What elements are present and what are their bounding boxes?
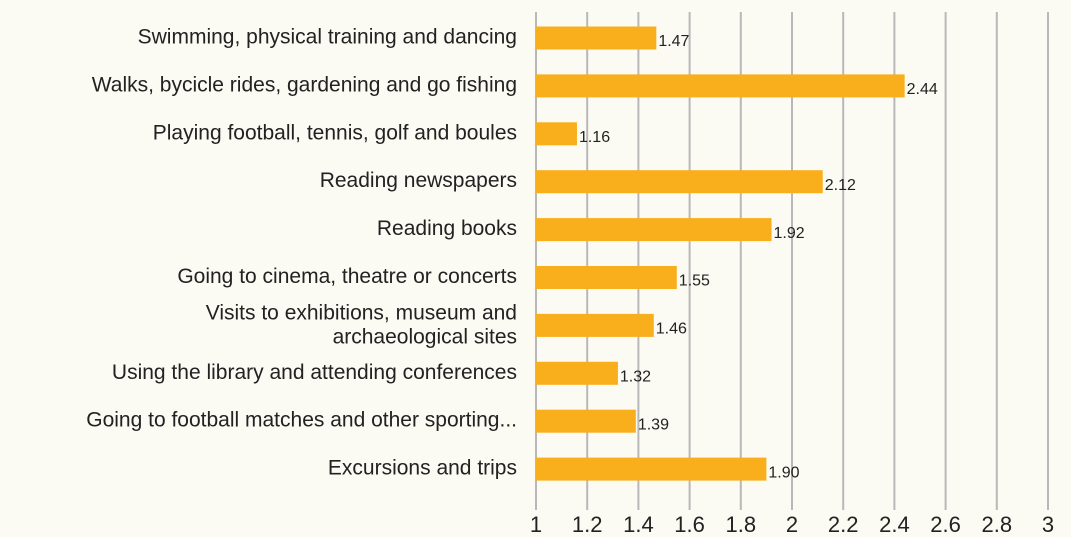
bar <box>536 170 823 194</box>
data-label: 1.90 <box>768 464 799 481</box>
x-tick-label: 2.6 <box>930 512 961 537</box>
data-label: 1.39 <box>638 416 669 433</box>
data-label: 1.32 <box>620 369 651 386</box>
x-tick-label: 2.4 <box>879 512 910 537</box>
x-tick-label: 1 <box>530 512 542 537</box>
bar <box>536 409 636 433</box>
x-tick-label: 1.8 <box>726 512 757 537</box>
data-label: 2.12 <box>825 177 856 194</box>
x-tick-label: 1.2 <box>572 512 603 537</box>
y-tick-label: Playing football, tennis, golf and boule… <box>153 121 517 144</box>
bar <box>536 361 618 385</box>
x-tick-label: 3 <box>1042 512 1054 537</box>
data-label: 1.46 <box>656 321 687 338</box>
y-tick-label: Swimming, physical training and dancing <box>138 26 517 49</box>
bar <box>536 122 577 146</box>
y-tick-label: Going to football matches and other spor… <box>86 409 517 432</box>
x-tick-label: 2.2 <box>828 512 859 537</box>
x-tick-label: 2 <box>786 512 798 537</box>
x-tick-label: 1.4 <box>623 512 654 537</box>
y-tick-label: Going to cinema, theatre or concerts <box>177 265 517 288</box>
data-label: 1.92 <box>774 225 805 242</box>
data-label: 1.55 <box>679 273 710 290</box>
data-label: 2.44 <box>907 81 938 98</box>
bar <box>536 74 905 98</box>
bar <box>536 457 767 481</box>
y-tick-label: Excursions and trips <box>328 457 517 480</box>
data-label: 1.47 <box>658 33 689 50</box>
x-tick-label: 2.8 <box>982 512 1013 537</box>
y-tick-label: Using the library and attending conferen… <box>112 361 517 384</box>
y-tick-label: Reading newspapers <box>320 169 517 192</box>
bar <box>536 26 657 50</box>
y-tick-label: Reading books <box>377 217 517 240</box>
bar <box>536 266 677 289</box>
x-tick-label: 1.6 <box>674 512 705 537</box>
bar <box>536 218 772 242</box>
y-tick-label: Walks, bycicle rides, gardening and go f… <box>92 73 517 96</box>
bar <box>536 313 654 337</box>
data-label: 1.16 <box>579 129 610 146</box>
y-tick-label: Visits to exhibitions, museum and archaeo… <box>206 301 517 348</box>
